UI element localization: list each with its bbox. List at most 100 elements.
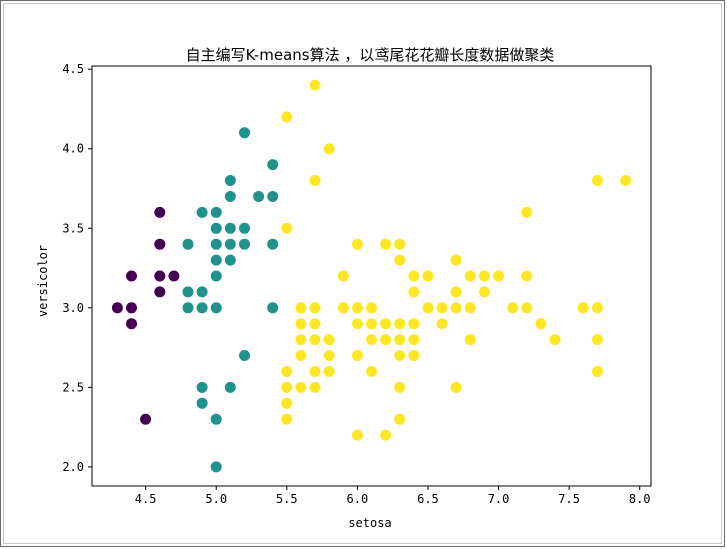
data-point [239, 222, 250, 234]
data-point [239, 238, 250, 250]
x-tick-label: 5.5 [276, 492, 298, 506]
data-point [309, 175, 321, 186]
data-point [507, 302, 519, 314]
data-point [408, 286, 420, 298]
data-point [394, 254, 406, 266]
data-point [337, 302, 349, 314]
data-point [380, 334, 392, 346]
data-point [323, 350, 335, 361]
data-point [210, 206, 222, 218]
data-point [309, 302, 321, 314]
data-point [323, 143, 335, 155]
data-point [408, 270, 420, 282]
data-point [295, 350, 307, 361]
data-point [351, 350, 363, 361]
data-point [323, 334, 335, 346]
data-point [450, 302, 462, 314]
data-point [210, 238, 222, 250]
data-point [239, 350, 250, 361]
data-point [464, 302, 476, 314]
data-point [351, 318, 363, 330]
data-point [140, 413, 152, 425]
data-point [478, 270, 490, 282]
data-point [380, 429, 392, 441]
data-point [281, 111, 293, 123]
data-point [154, 270, 166, 282]
y-tick-label: 2.5 [62, 380, 84, 394]
data-point [394, 381, 406, 393]
data-point [309, 79, 321, 91]
data-point [366, 366, 377, 377]
data-point [478, 286, 490, 298]
x-tick-label: 6.5 [417, 492, 439, 506]
data-point [210, 270, 222, 282]
data-point [323, 366, 335, 377]
x-tick-label: 5.0 [205, 492, 227, 506]
data-point [210, 302, 222, 314]
data-point [591, 366, 603, 377]
data-point [351, 302, 363, 314]
data-point [224, 238, 236, 250]
data-point [111, 302, 123, 314]
data-point [521, 206, 533, 218]
chart-title: 自主编写K-means算法 ，以鸢尾花花瓣长度数据做聚类 [186, 46, 555, 64]
data-point [267, 302, 279, 314]
data-point [295, 318, 307, 330]
data-point [380, 238, 392, 250]
data-point [535, 318, 547, 330]
data-point [380, 318, 392, 330]
data-point [281, 381, 293, 393]
data-point [422, 302, 434, 314]
data-point [366, 318, 377, 330]
x-tick-label: 4.5 [135, 492, 157, 506]
data-point [196, 381, 208, 393]
data-point [351, 238, 363, 250]
data-point [224, 191, 236, 202]
data-point [351, 429, 363, 441]
data-point [126, 270, 137, 282]
x-tick-label: 7.5 [558, 492, 580, 506]
data-point [267, 159, 279, 171]
data-point [620, 175, 632, 186]
data-point [154, 286, 166, 298]
y-tick-label: 3.5 [62, 221, 84, 235]
data-point [450, 286, 462, 298]
data-point [126, 318, 137, 330]
x-tick-label: 6.0 [347, 492, 369, 506]
y-tick-label: 4.0 [62, 142, 84, 156]
data-point [281, 366, 293, 377]
data-point [281, 397, 293, 409]
data-point [394, 238, 406, 250]
data-point [450, 254, 462, 266]
data-point [436, 318, 448, 330]
data-point [224, 381, 236, 393]
data-point [224, 222, 236, 234]
data-point [267, 238, 279, 250]
data-point [295, 381, 307, 393]
data-point [521, 302, 533, 314]
data-point [366, 302, 377, 314]
x-tick-label: 7.0 [488, 492, 510, 506]
data-point [295, 302, 307, 314]
data-point [224, 175, 236, 186]
data-point [366, 334, 377, 346]
y-axis-label: versicolor [36, 245, 50, 317]
y-tick-label: 4.5 [62, 62, 84, 76]
data-point [394, 318, 406, 330]
data-point [408, 350, 420, 361]
data-point [450, 381, 462, 393]
data-point [549, 334, 561, 346]
data-point [253, 191, 265, 202]
data-point [196, 302, 208, 314]
data-point [493, 270, 504, 282]
data-point [281, 413, 293, 425]
data-point [281, 222, 293, 234]
data-point [408, 318, 420, 330]
data-point [295, 334, 307, 346]
data-point [394, 413, 406, 425]
data-point [408, 334, 420, 346]
data-point [309, 366, 321, 377]
axes-frame [91, 65, 652, 487]
